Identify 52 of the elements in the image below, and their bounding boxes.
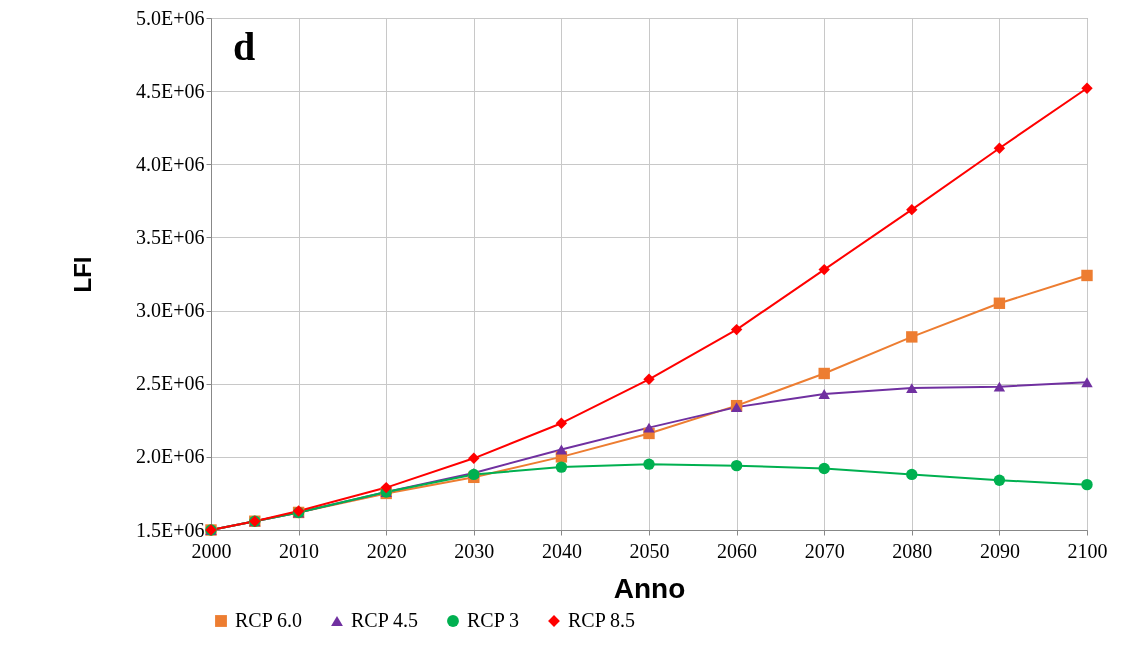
point bbox=[906, 468, 918, 481]
point bbox=[555, 444, 568, 455]
point bbox=[643, 458, 655, 470]
y-tick-label: 3.5E+06 bbox=[136, 225, 205, 248]
x-tick-label: 2030 bbox=[454, 539, 495, 562]
y-tick-label: 2.5E+06 bbox=[136, 372, 205, 395]
point bbox=[468, 452, 480, 465]
x-tick-label: 2010 bbox=[279, 539, 320, 562]
x-tick-label: 2050 bbox=[629, 539, 670, 562]
x-tick-label: 2020 bbox=[366, 539, 407, 562]
x-tick-label: 2060 bbox=[717, 539, 758, 562]
y-tick-label: 1.5E+06 bbox=[136, 518, 205, 541]
point bbox=[1081, 478, 1093, 491]
point bbox=[818, 263, 830, 276]
point bbox=[993, 474, 1006, 486]
point bbox=[380, 481, 392, 494]
point bbox=[993, 381, 1006, 392]
x-tick-label: 2090 bbox=[979, 539, 1020, 562]
x-tick-label: 2100 bbox=[1067, 539, 1108, 562]
point bbox=[1081, 82, 1093, 94]
point bbox=[818, 367, 830, 380]
point bbox=[643, 373, 655, 386]
point bbox=[1081, 269, 1093, 282]
legend-label: RCP 6.0 bbox=[235, 609, 303, 631]
point bbox=[555, 461, 568, 473]
y-tick-label: 3.0E+06 bbox=[136, 299, 205, 322]
point bbox=[1081, 377, 1093, 388]
x-tick-label: 2080 bbox=[892, 539, 933, 562]
annotation: d bbox=[233, 24, 256, 69]
y-tick-label: 4.5E+06 bbox=[136, 79, 205, 102]
point bbox=[730, 459, 743, 472]
x-tick-label: 2000 bbox=[191, 539, 232, 562]
point bbox=[993, 297, 1006, 309]
point bbox=[730, 323, 743, 336]
point bbox=[906, 203, 918, 216]
y-axis-title: LFI bbox=[69, 256, 96, 293]
x-tick-label: 2040 bbox=[541, 539, 582, 562]
x-axis-title: Anno bbox=[613, 572, 686, 604]
point bbox=[906, 383, 918, 394]
point bbox=[555, 417, 568, 429]
point bbox=[818, 389, 830, 399]
point bbox=[993, 142, 1006, 154]
legend-label: RCP 4.5 bbox=[351, 609, 419, 631]
y-tick-label: 4.0E+06 bbox=[136, 152, 205, 175]
x-tick-label: 2070 bbox=[804, 539, 845, 562]
point bbox=[818, 462, 830, 475]
point bbox=[643, 422, 655, 433]
y-tick-label: 5.0E+06 bbox=[136, 6, 205, 29]
legend-label: RCP 8.5 bbox=[568, 609, 636, 631]
legend-label: RCP 3 bbox=[467, 609, 520, 631]
point bbox=[906, 331, 918, 343]
y-tick-label: 2.0E+06 bbox=[136, 445, 205, 468]
